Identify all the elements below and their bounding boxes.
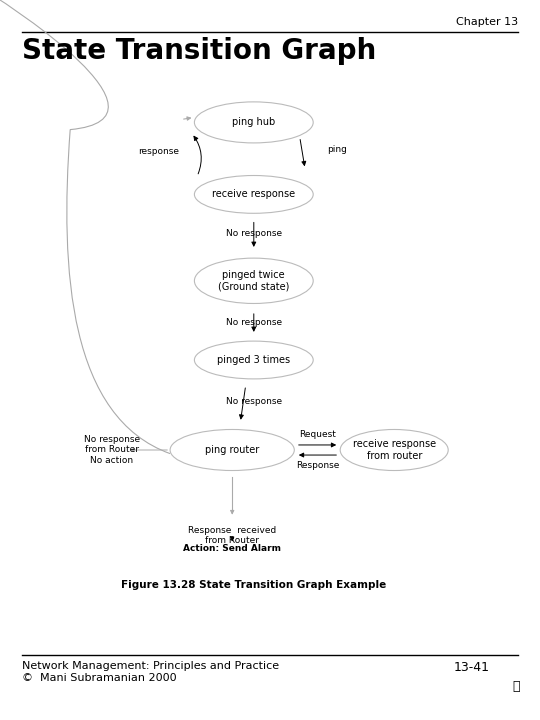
Text: Figure 13.28 State Transition Graph Example: Figure 13.28 State Transition Graph Exam… — [121, 580, 387, 590]
Text: No response: No response — [226, 397, 282, 406]
Text: No response: No response — [226, 318, 282, 327]
Text: Request: Request — [299, 430, 336, 439]
Text: ping router: ping router — [205, 445, 259, 455]
Ellipse shape — [194, 341, 313, 379]
Text: receive response
from router: receive response from router — [353, 439, 436, 461]
Text: 13-41: 13-41 — [454, 661, 490, 674]
Text: Action: Send Alarm: Action: Send Alarm — [183, 544, 281, 553]
Text: ping hub: ping hub — [232, 117, 275, 127]
Ellipse shape — [170, 429, 294, 471]
Text: State Transition Graph: State Transition Graph — [22, 37, 376, 66]
Text: Response  received
from Router: Response received from Router — [188, 526, 276, 545]
Text: pinged twice
(Ground state): pinged twice (Ground state) — [218, 270, 289, 292]
Ellipse shape — [194, 102, 313, 143]
Text: pinged 3 times: pinged 3 times — [217, 355, 291, 365]
Text: ping: ping — [327, 145, 347, 153]
Text: response: response — [138, 147, 179, 156]
Text: Response: Response — [296, 461, 339, 470]
Text: No response: No response — [226, 229, 282, 238]
Text: Network Management: Principles and Practice
©  Mani Subramanian 2000: Network Management: Principles and Pract… — [22, 661, 279, 683]
Text: No response
from Router
No action: No response from Router No action — [84, 435, 140, 465]
Text: 🔊: 🔊 — [512, 680, 519, 693]
Ellipse shape — [194, 258, 313, 304]
Ellipse shape — [194, 176, 313, 213]
Ellipse shape — [340, 429, 448, 471]
Text: Chapter 13: Chapter 13 — [456, 17, 518, 27]
Text: receive response: receive response — [212, 189, 295, 199]
